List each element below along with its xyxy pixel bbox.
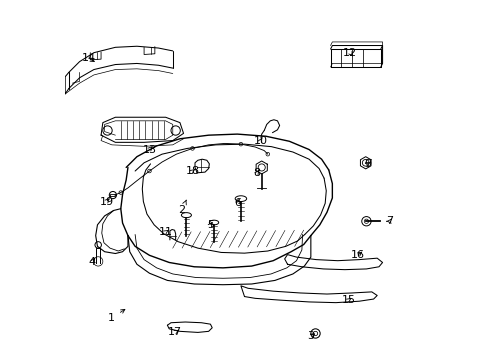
Text: 12: 12 xyxy=(343,48,357,58)
Text: 13: 13 xyxy=(142,144,156,154)
Text: 16: 16 xyxy=(350,250,364,260)
Text: 11: 11 xyxy=(158,227,172,237)
Text: 1: 1 xyxy=(108,309,124,323)
Text: 4: 4 xyxy=(88,257,96,267)
Text: 9: 9 xyxy=(364,159,371,169)
Text: 10: 10 xyxy=(253,136,267,145)
Text: 3: 3 xyxy=(307,331,314,341)
Text: 18: 18 xyxy=(185,166,199,176)
Text: 8: 8 xyxy=(253,168,260,178)
Text: 2: 2 xyxy=(178,200,186,216)
Text: 7: 7 xyxy=(386,216,392,226)
Text: 5: 5 xyxy=(206,220,213,230)
Text: 6: 6 xyxy=(233,198,240,208)
Text: 17: 17 xyxy=(167,327,181,337)
Text: 19: 19 xyxy=(99,197,113,207)
Text: 14: 14 xyxy=(81,53,95,63)
Text: 15: 15 xyxy=(341,295,355,305)
